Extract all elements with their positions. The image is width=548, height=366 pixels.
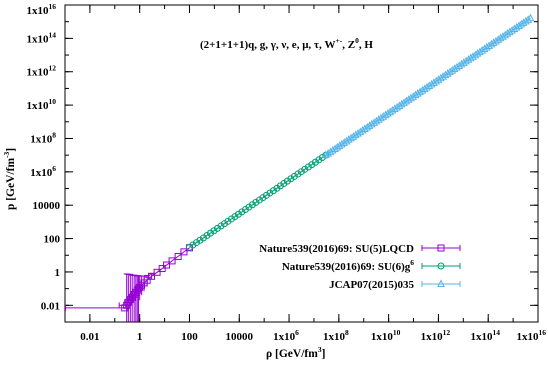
data-point xyxy=(138,281,146,289)
data-point xyxy=(224,217,232,225)
legend-marker xyxy=(437,262,445,270)
data-point xyxy=(180,248,188,256)
x-tick-label: 1 xyxy=(137,331,143,343)
axis-ticks: 0.01 1 100 10000 1x106 1x108 1x1010 1x1012 1x101… xyxy=(27,2,547,343)
x-axis-label: ρ [GeV/fm3] xyxy=(266,345,325,360)
y-tick-label: 10000 xyxy=(33,200,61,212)
x-tick-label: 1x1012 xyxy=(421,328,451,343)
x-tick-label: 100 xyxy=(181,331,198,343)
y-axis-label: p [GeV/fm-3] xyxy=(2,148,17,210)
series-2 xyxy=(185,151,330,251)
legend-label: JCAP07(2015)035 xyxy=(329,279,414,291)
data-point xyxy=(255,196,263,204)
plot-frame xyxy=(64,4,539,323)
data-point xyxy=(526,13,535,22)
data-point xyxy=(245,203,253,211)
data-point xyxy=(297,168,305,176)
x-tick-label: 1x108 xyxy=(323,328,349,343)
data-point xyxy=(234,210,242,218)
series-line xyxy=(189,154,327,248)
data-point xyxy=(304,163,312,171)
data-point xyxy=(241,205,249,213)
legend: Nature539(2016)69: SU(5)LQCD Nature539(20… xyxy=(259,243,461,291)
data-point xyxy=(168,257,176,265)
data-point xyxy=(280,180,288,188)
data-point xyxy=(174,252,182,260)
data-point xyxy=(158,265,166,273)
data-point xyxy=(262,191,270,199)
data-point xyxy=(206,229,214,237)
y-tick-label: 1x1016 xyxy=(27,2,57,17)
legend-label: Nature539(2016)69: SU(6)g6 xyxy=(282,258,414,273)
y-tick-label: 1 xyxy=(55,267,61,279)
y-tick-label: 0.01 xyxy=(41,300,60,312)
data-point xyxy=(227,215,235,223)
data-point xyxy=(269,187,277,195)
data-point xyxy=(185,243,193,251)
data-point xyxy=(217,222,225,230)
y-tick-label: 1x1010 xyxy=(27,97,57,112)
data-point xyxy=(203,231,211,239)
data-point xyxy=(143,276,151,284)
data-point xyxy=(189,241,197,249)
data-point xyxy=(294,170,302,178)
plot-border xyxy=(64,4,539,323)
legend-label: Nature539(2016)69: SU(5)LQCD xyxy=(259,243,414,255)
data-point xyxy=(287,175,295,183)
data-point xyxy=(259,194,267,202)
data-point xyxy=(252,198,260,206)
data-point xyxy=(301,165,309,173)
y-tick-label: 1x1012 xyxy=(27,64,57,79)
data-point xyxy=(126,296,134,304)
data-point xyxy=(311,158,319,166)
data-point xyxy=(220,220,228,228)
data-point xyxy=(163,261,171,269)
data-point xyxy=(192,239,200,247)
series-1 xyxy=(65,244,193,322)
data-point xyxy=(524,15,533,23)
data-point xyxy=(153,268,161,276)
data-point xyxy=(248,201,256,209)
data-point xyxy=(199,234,207,242)
data-point xyxy=(276,182,284,190)
data-point xyxy=(196,236,204,244)
y-tick-label: 1x108 xyxy=(30,130,56,145)
x-tick-label: 1x1014 xyxy=(470,328,500,343)
series-3 xyxy=(322,13,535,159)
x-tick-label: 10000 xyxy=(226,331,254,343)
legend-marker xyxy=(437,279,445,287)
data-point xyxy=(136,283,144,291)
y-tick-label: 100 xyxy=(44,234,61,246)
data-point xyxy=(315,156,323,164)
data-point xyxy=(273,184,281,192)
data-point xyxy=(148,272,156,280)
data-series xyxy=(65,13,535,322)
data-point xyxy=(210,227,218,235)
y-tick-label: 1x1014 xyxy=(27,30,57,45)
x-tick-label: 1x1010 xyxy=(371,328,401,343)
data-point xyxy=(266,189,274,197)
chart-annotation: (2+1+1+1)q, g, γ, ν, e, μ, τ, W+-, Z0, H xyxy=(200,36,373,51)
y-tick-label: 1x106 xyxy=(30,164,56,179)
legend-marker xyxy=(437,244,445,252)
data-point xyxy=(290,172,298,180)
data-point xyxy=(231,213,239,221)
x-tick-label: 0.01 xyxy=(80,331,99,343)
x-tick-label: 1x1016 xyxy=(517,328,547,343)
data-point xyxy=(283,177,291,185)
x-tick-label: 1x106 xyxy=(273,328,299,343)
data-point xyxy=(213,224,221,232)
data-point xyxy=(238,208,246,216)
data-point xyxy=(308,161,316,169)
